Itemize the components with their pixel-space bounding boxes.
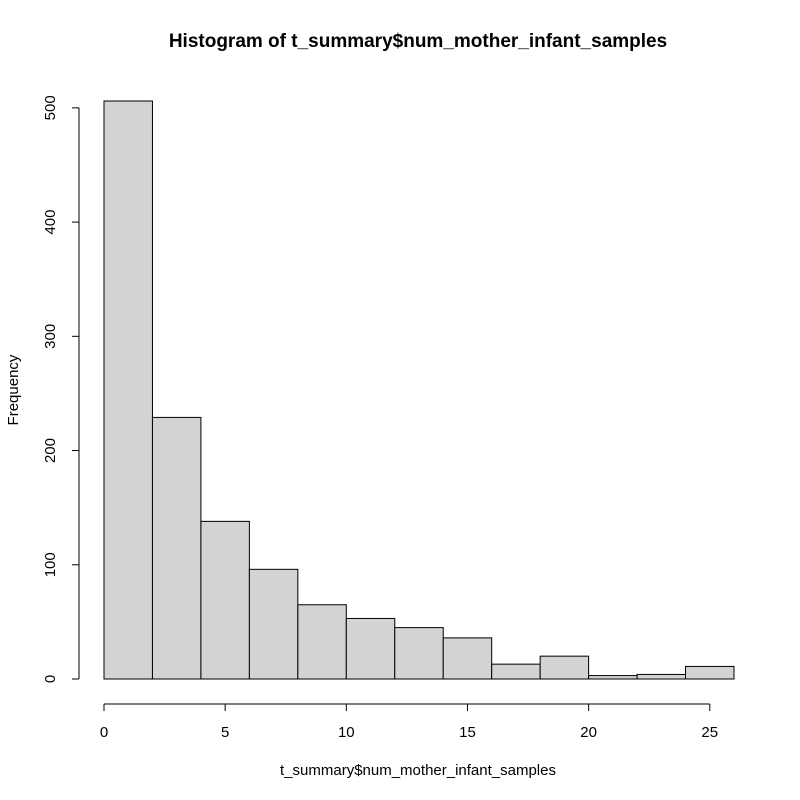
- y-tick-label-0: 0: [42, 675, 59, 683]
- histogram-bar-9: [539, 655, 590, 680]
- histogram-bar-10: [588, 675, 638, 680]
- histogram-bar-3: [248, 568, 299, 680]
- x-tick-label-4: 20: [580, 724, 597, 741]
- bars-group: [103, 100, 735, 680]
- histogram-bar-0: [103, 100, 153, 680]
- y-axis: 0 100 200 300 400 500: [42, 95, 80, 683]
- x-tick-label-1: 5: [221, 724, 229, 741]
- histogram-bar-5: [345, 617, 396, 680]
- y-tick-label-5: 500: [42, 95, 59, 120]
- x-tick-label-5: 25: [701, 724, 718, 741]
- y-tick-label-2: 200: [42, 438, 59, 463]
- histogram-bar-6: [394, 627, 444, 680]
- x-tick-label-3: 15: [459, 724, 476, 741]
- histogram-bar-1: [151, 416, 202, 680]
- y-tick-label-4: 400: [42, 210, 59, 235]
- y-tick-label-3: 300: [42, 324, 59, 349]
- histogram-bar-4: [297, 604, 347, 680]
- histogram-bar-12: [685, 665, 735, 680]
- y-tick-label-1: 100: [42, 552, 59, 577]
- histogram-bar-7: [442, 637, 493, 680]
- chart-title: Histogram of t_summary$num_mother_infant…: [169, 31, 667, 52]
- histogram-bar-2: [200, 520, 250, 680]
- x-axis: 0 5 10 15 20 25: [100, 703, 718, 741]
- x-tick-label-2: 10: [338, 724, 355, 741]
- x-tick-label-0: 0: [100, 724, 108, 741]
- x-axis-label: t_summary$num_mother_infant_samples: [280, 762, 556, 779]
- y-axis-label: Frequency: [5, 354, 22, 425]
- histogram-bar-8: [491, 663, 541, 680]
- histogram-bar-11: [636, 673, 687, 680]
